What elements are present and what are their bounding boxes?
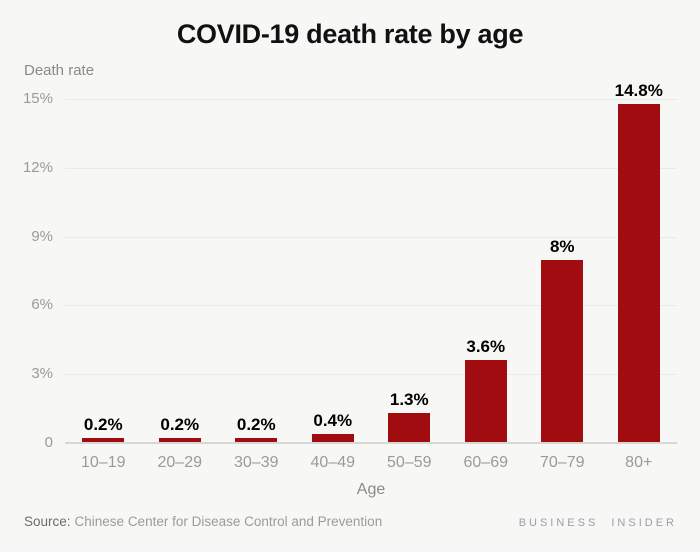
bar-value-label: 1.3% bbox=[389, 390, 429, 410]
x-tick-label: 20–29 bbox=[157, 454, 203, 471]
y-axis-title: Death rate bbox=[24, 62, 95, 79]
x-axis-line bbox=[65, 442, 677, 444]
gridline bbox=[65, 236, 677, 238]
bar-value-label: 0.4% bbox=[313, 410, 353, 430]
y-tick-label: 3% bbox=[31, 365, 53, 383]
y-tick-label: 9% bbox=[31, 227, 53, 245]
x-tick-label: 10–19 bbox=[81, 454, 126, 471]
x-tick-label: 40–49 bbox=[310, 454, 356, 471]
source-line: Source: Chinese Center for Disease Contro… bbox=[24, 514, 382, 529]
x-tick-label: 70–79 bbox=[540, 454, 585, 471]
x-tick-label: 60–69 bbox=[463, 454, 509, 471]
bar bbox=[464, 360, 507, 443]
bar-value-label: 3.6% bbox=[466, 337, 506, 357]
bar bbox=[311, 433, 354, 443]
source-prefix: Source: bbox=[24, 514, 71, 529]
bar bbox=[388, 413, 431, 443]
chart-title: COVID-19 death rate by age bbox=[176, 19, 524, 49]
bar-value-label: 8% bbox=[549, 236, 575, 256]
gridline bbox=[65, 99, 677, 100]
y-tick-label: 0 bbox=[44, 434, 53, 451]
bar-value-label: 0.2% bbox=[236, 415, 276, 435]
x-tick-label: 30–39 bbox=[234, 454, 279, 471]
bar bbox=[82, 438, 125, 443]
x-tick-label: 50–59 bbox=[387, 454, 432, 471]
bar bbox=[617, 103, 660, 443]
gridline bbox=[65, 374, 677, 376]
bar-value-label: 0.2% bbox=[83, 415, 123, 435]
gridline bbox=[65, 167, 677, 169]
x-tick-label: 80+ bbox=[625, 454, 653, 471]
brand-logo: BUSINESS INSIDER bbox=[518, 517, 677, 529]
y-tick-label: 6% bbox=[31, 296, 53, 314]
bar bbox=[158, 438, 201, 443]
gridline bbox=[65, 305, 677, 307]
bar bbox=[235, 438, 278, 443]
plot-area: 15% 12% 9% 6% 3% 0 0.2% 10–19 0.2% 20–29 0.2% 30–39… bbox=[23, 81, 677, 471]
bar-value-label: 0.2% bbox=[160, 415, 200, 435]
bar-value-label: 14.8% bbox=[614, 80, 663, 100]
y-tick-label: 12% bbox=[22, 158, 53, 176]
source-text: Chinese Center for Disease Control and P… bbox=[74, 514, 383, 529]
x-axis-title: Age bbox=[356, 481, 386, 498]
y-tick-label: 15% bbox=[22, 90, 53, 107]
bar bbox=[541, 259, 584, 443]
